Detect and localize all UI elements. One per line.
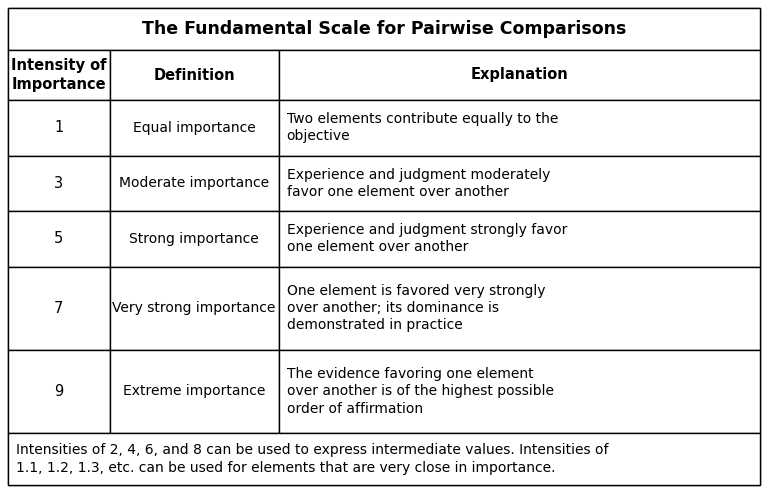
Text: 5: 5 <box>54 231 64 246</box>
Bar <box>8 433 760 485</box>
Text: Definition: Definition <box>154 68 235 82</box>
Bar <box>8 267 110 350</box>
Bar <box>279 100 760 155</box>
Bar <box>110 267 279 350</box>
Text: Explanation: Explanation <box>471 68 568 82</box>
Bar <box>279 155 760 211</box>
Text: Intensity of
Importance: Intensity of Importance <box>11 58 107 92</box>
Text: Strong importance: Strong importance <box>129 232 259 246</box>
Text: 9: 9 <box>54 384 64 399</box>
Bar <box>8 8 760 50</box>
Bar <box>8 155 110 211</box>
Bar <box>8 211 110 267</box>
Text: Experience and judgment moderately
favor one element over another: Experience and judgment moderately favor… <box>286 168 550 199</box>
Text: One element is favored very strongly
over another; its dominance is
demonstrated: One element is favored very strongly ove… <box>286 284 545 332</box>
Bar <box>279 50 760 100</box>
Bar <box>110 50 279 100</box>
Bar <box>279 267 760 350</box>
Bar <box>110 350 279 433</box>
Bar <box>110 211 279 267</box>
Text: Equal importance: Equal importance <box>133 121 256 135</box>
Bar <box>8 50 110 100</box>
Text: 3: 3 <box>55 176 63 191</box>
Text: Moderate importance: Moderate importance <box>119 176 269 190</box>
Text: The evidence favoring one element
over another is of the highest possible
order : The evidence favoring one element over a… <box>286 367 554 416</box>
Text: Experience and judgment strongly favor
one element over another: Experience and judgment strongly favor o… <box>286 223 567 254</box>
Text: 7: 7 <box>54 301 64 316</box>
Text: The Fundamental Scale for Pairwise Comparisons: The Fundamental Scale for Pairwise Compa… <box>142 20 626 38</box>
Text: 1: 1 <box>54 120 64 135</box>
Text: Intensities of 2, 4, 6, and 8 can be used to express intermediate values. Intens: Intensities of 2, 4, 6, and 8 can be use… <box>16 443 608 475</box>
Text: Extreme importance: Extreme importance <box>123 385 265 398</box>
Bar <box>8 350 110 433</box>
Bar <box>279 211 760 267</box>
Bar <box>8 100 110 155</box>
Bar <box>110 155 279 211</box>
Text: Two elements contribute equally to the
objective: Two elements contribute equally to the o… <box>286 112 558 143</box>
Bar <box>279 350 760 433</box>
Text: Very strong importance: Very strong importance <box>112 301 276 315</box>
Bar <box>110 100 279 155</box>
